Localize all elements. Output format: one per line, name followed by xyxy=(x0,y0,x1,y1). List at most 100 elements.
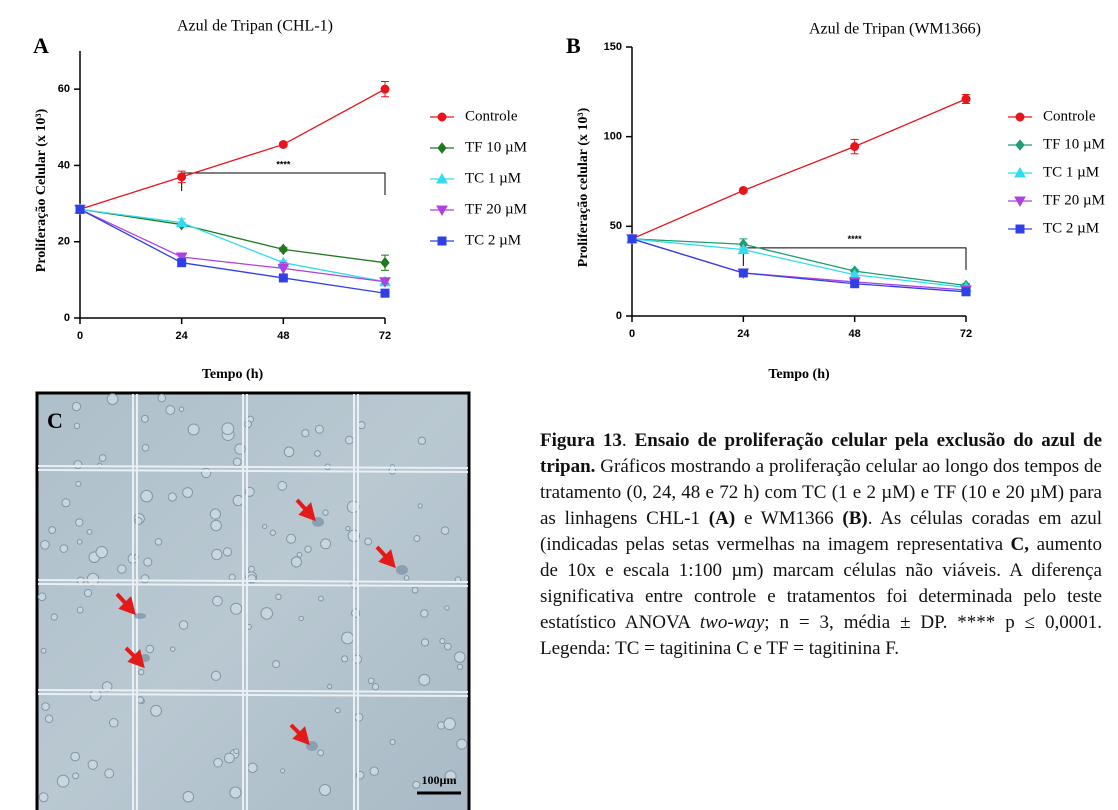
cell xyxy=(230,602,243,615)
series-line xyxy=(79,88,386,210)
legend-marker xyxy=(436,205,448,217)
caption-text: (B) xyxy=(842,508,868,529)
cell xyxy=(290,556,302,568)
series-line xyxy=(631,238,967,293)
cell xyxy=(50,613,58,621)
x-tick-label: 24 xyxy=(737,328,750,340)
cell xyxy=(104,768,115,779)
panel-label: A xyxy=(33,33,49,58)
cell xyxy=(75,480,82,487)
cell xyxy=(228,573,236,581)
cell xyxy=(233,748,240,755)
cell xyxy=(59,544,69,553)
cell xyxy=(44,714,54,723)
cell xyxy=(98,454,107,462)
legend-marker xyxy=(1015,224,1025,234)
cell xyxy=(76,606,84,614)
significance-bracket xyxy=(742,247,967,270)
cell xyxy=(417,503,423,509)
legend-marker xyxy=(1014,196,1026,208)
x-tick-label: 72 xyxy=(960,328,972,340)
series-line xyxy=(79,208,386,264)
marker xyxy=(738,268,748,278)
series-line xyxy=(631,238,967,291)
significance-label: **** xyxy=(848,234,863,244)
cell xyxy=(444,605,450,611)
cell xyxy=(182,487,194,498)
legend-label: TF 20 µM xyxy=(465,201,527,217)
cell xyxy=(141,443,150,452)
cell xyxy=(334,707,341,714)
marker xyxy=(380,288,390,298)
cell xyxy=(320,538,332,550)
series-line xyxy=(79,208,386,294)
cell xyxy=(314,424,324,434)
marker xyxy=(380,84,390,94)
cell xyxy=(210,670,222,681)
cell xyxy=(87,759,98,770)
cell xyxy=(229,786,242,799)
cell xyxy=(296,551,303,558)
cell xyxy=(106,393,119,406)
legend-label: TC 2 µM xyxy=(465,232,521,248)
cell xyxy=(140,574,150,584)
cell xyxy=(322,509,329,516)
cell xyxy=(222,547,233,557)
caption: Figura 13. Ensaio de proliferação celula… xyxy=(540,428,1102,662)
marker xyxy=(850,279,860,289)
micrograph-frame xyxy=(35,391,471,810)
cell xyxy=(167,492,177,502)
cell xyxy=(262,523,268,530)
cell xyxy=(369,766,379,776)
cell xyxy=(301,429,310,438)
caption-text: aumento de 10x e escala 1:100 µm) marcam… xyxy=(540,534,1102,633)
legend-label: TF 20 µM xyxy=(1043,192,1105,208)
cell xyxy=(418,673,431,686)
cell xyxy=(86,528,93,535)
cell xyxy=(48,526,57,534)
panel-label: C xyxy=(47,408,63,433)
micrograph: 100µm C xyxy=(35,391,471,810)
y-tick-label: 20 xyxy=(58,236,70,248)
caption-text: Figura 13 xyxy=(540,430,622,451)
cell xyxy=(73,422,81,430)
counting-grid xyxy=(37,394,469,810)
marker xyxy=(175,216,188,228)
x-tick-label: 0 xyxy=(77,330,83,342)
cell xyxy=(41,702,50,711)
cell xyxy=(439,637,446,645)
cell xyxy=(443,642,452,651)
x-tick-label: 72 xyxy=(379,330,391,342)
cell xyxy=(304,545,312,553)
cell xyxy=(95,545,108,559)
series-line xyxy=(631,238,967,288)
cell xyxy=(40,539,50,550)
cell xyxy=(187,423,200,436)
cell xyxy=(140,414,149,423)
cell xyxy=(209,508,221,520)
caption-text: (A) xyxy=(708,508,736,529)
marker xyxy=(175,252,188,264)
significance-bracket xyxy=(181,172,386,196)
caption-text: C, xyxy=(1010,534,1030,555)
cell xyxy=(40,647,47,654)
cell xyxy=(72,772,80,780)
marker xyxy=(177,258,187,268)
x-tick-label: 24 xyxy=(176,330,189,342)
cell xyxy=(260,607,274,620)
cell xyxy=(182,791,195,803)
legend-label: Controle xyxy=(465,108,518,124)
cell xyxy=(411,586,419,594)
chart-title: Azul de Tripan (CHL-1) xyxy=(177,18,333,35)
marker xyxy=(75,204,85,214)
legend-marker xyxy=(437,142,447,154)
cells xyxy=(37,393,468,803)
caption-text: two-way xyxy=(699,612,765,633)
y-tick-label: 150 xyxy=(604,41,622,53)
marker xyxy=(850,142,860,152)
x-axis-label: Tempo (h) xyxy=(202,367,264,382)
y-tick-label: 0 xyxy=(616,310,622,322)
marker xyxy=(737,243,750,255)
cell xyxy=(420,609,429,618)
